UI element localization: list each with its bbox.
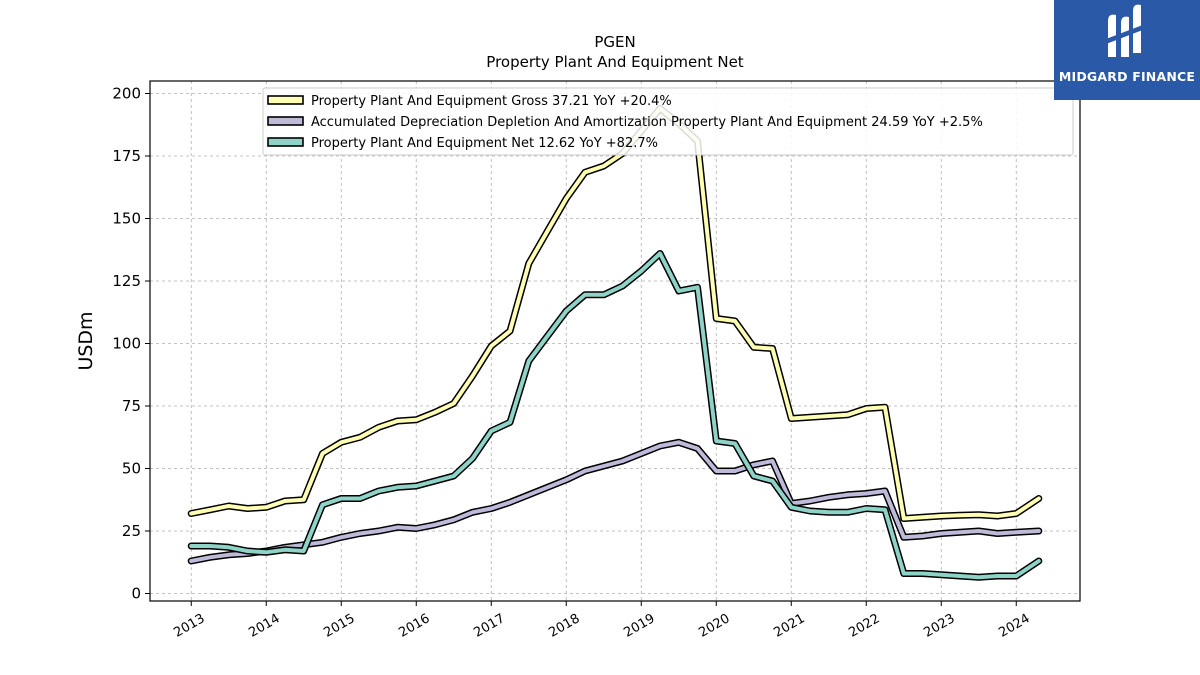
legend-label: Property Plant And Equipment Gross 37.21… [311, 94, 672, 109]
tick-label-y: 50 [122, 460, 141, 478]
series-2-outline [187, 250, 1043, 581]
y-axis-label: USDm [75, 311, 97, 370]
legend-label: Accumulated Depreciation Depletion And A… [311, 115, 983, 130]
series-0-line [189, 106, 1041, 521]
chart-title: PGEN [594, 33, 635, 51]
tick-label-y: 100 [112, 335, 141, 353]
tick-label-x: 2016 [396, 611, 432, 641]
plot-frame [149, 80, 1081, 602]
legend-swatch [267, 137, 304, 147]
tick-label-x: 2018 [546, 611, 582, 641]
tick-label-y: 150 [112, 210, 141, 228]
tick-label-x: 2019 [621, 611, 657, 641]
series-1-line [189, 440, 1041, 563]
series-group [187, 105, 1043, 581]
legend: Property Plant And Equipment Gross 37.21… [262, 87, 1074, 156]
tick-label-x: 2015 [321, 611, 357, 641]
tick-label-x: 2014 [246, 611, 282, 641]
legend-swatch [267, 116, 304, 126]
legend-label: Property Plant And Equipment Net 12.62 Y… [311, 136, 658, 151]
tick-label-y: 175 [112, 147, 141, 165]
tick-label-y: 200 [112, 85, 141, 103]
ticks: 0 25 50 75 100 125 150 175 200 2013 2014 2015 2016 20… [112, 85, 1032, 641]
tick-label-x: 2017 [471, 611, 507, 641]
legend-swatch [267, 95, 304, 105]
tick-label-x: 2020 [696, 611, 732, 641]
logo-mark-icon [1106, 4, 1148, 58]
logo-text: MIDGARD FINANCE [1058, 69, 1196, 84]
tick-label-y: 0 [131, 585, 141, 603]
chart-subtitle: Property Plant And Equipment Net [486, 53, 743, 71]
series-2-line [189, 251, 1041, 580]
tick-label-x: 2022 [846, 611, 882, 641]
tick-label-y: 125 [112, 272, 141, 290]
tick-label-x: 2024 [996, 611, 1032, 641]
series-0-outline [187, 105, 1043, 522]
tick-label-x: 2021 [771, 611, 807, 641]
tick-label-x: 2023 [921, 611, 957, 641]
legend-box [262, 87, 1074, 156]
logo: MIDGARD FINANCE [1054, 0, 1200, 100]
tick-label-y: 75 [122, 397, 141, 415]
tick-label-x: 2013 [171, 611, 207, 641]
tick-label-y: 25 [122, 522, 141, 540]
